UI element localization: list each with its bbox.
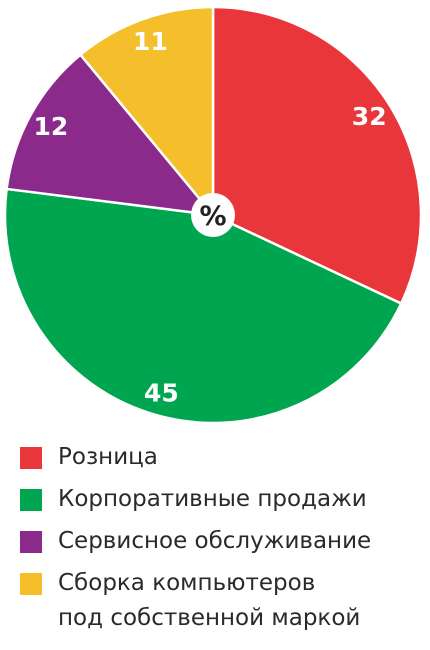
legend-label-own-brand-assembly: Сборка компьютеров под собственной марко… [58,570,361,631]
legend-item-own-brand-assembly: Сборка компьютеров под собственной марко… [20,566,425,636]
legend-swatch-retail [20,447,42,469]
legend-swatch-own-brand-assembly [20,573,42,595]
pie-chart: 32 45 12 11 % [3,5,423,425]
center-circle [191,193,235,237]
value-label-own-brand-assembly: 11 [133,27,168,56]
legend-label-service: Сервисное обслуживание [58,528,372,554]
legend-label-corporate-sales: Корпоративные продажи [58,486,367,512]
pie-slice-corporate-sales [3,187,403,425]
value-label-corporate-sales: 45 [144,379,179,408]
pie-slices [3,5,423,425]
legend-swatch-corporate-sales [20,489,42,511]
value-label-service: 12 [33,112,68,141]
legend: Розница Корпоративные продажи Сервисное … [20,440,425,643]
center-label: % [199,201,226,232]
legend-item-corporate-sales: Корпоративные продажи [20,482,425,517]
legend-item-service: Сервисное обслуживание [20,524,425,559]
pie-value-labels: 32 45 12 11 [33,27,386,408]
pie-slice-own-brand-assembly [79,5,215,217]
legend-item-retail: Розница [20,440,425,475]
pie-slice-retail [211,5,423,305]
legend-swatch-service [20,531,42,553]
legend-label-retail: Розница [58,444,158,470]
value-label-retail: 32 [352,102,387,131]
pie-slice-service [5,53,215,217]
